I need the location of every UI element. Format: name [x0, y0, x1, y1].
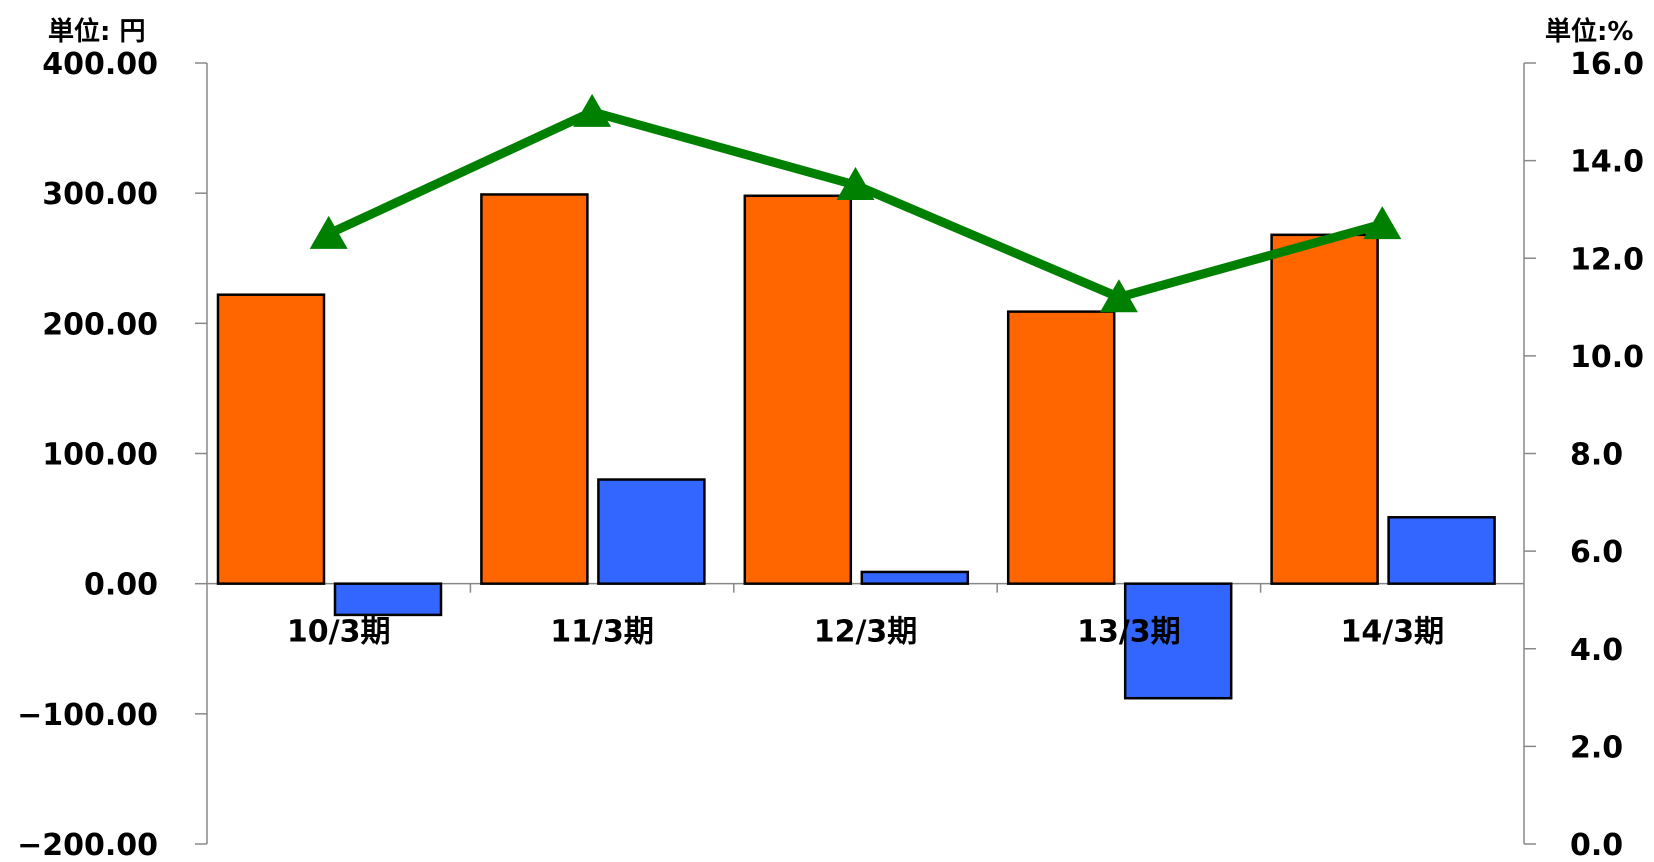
left-tick-label: 100.00 [42, 438, 158, 473]
right-tick-label: 2.0 [1570, 730, 1623, 765]
right-tick-label: 6.0 [1570, 535, 1623, 570]
bar-series2-1 [333, 582, 443, 617]
line-marker-2 [573, 93, 612, 127]
line-marker-3 [836, 167, 875, 201]
left-tick-label: 200.00 [42, 307, 158, 342]
bar-series2-5 [1387, 516, 1496, 585]
category-label: 11/3期 [550, 615, 654, 650]
right-tick-label: 10.0 [1570, 340, 1644, 375]
bar-series1-2 [480, 193, 589, 585]
bar-series2-3 [860, 570, 970, 585]
right-axis-unit: 単位:% [1545, 16, 1633, 47]
line-marker-5 [1363, 206, 1402, 240]
left-axis: 400.00 300.00 200.00 100.00 0.00 −100.00 −200.… [17, 47, 208, 862]
right-tick-label: 14.0 [1570, 145, 1644, 180]
left-tick-label: −200.00 [17, 828, 158, 862]
left-tick-label: 300.00 [42, 177, 158, 212]
bar-series1-5 [1270, 233, 1379, 585]
bar-series1-4 [1006, 310, 1116, 585]
right-tick-label: 4.0 [1570, 633, 1623, 668]
left-axis-unit: 単位: 円 [48, 16, 145, 47]
right-tick-label: 16.0 [1570, 47, 1644, 82]
left-tick-label: 0.00 [84, 568, 158, 603]
bar-series [216, 193, 1496, 700]
line-marker-1 [309, 215, 348, 249]
category-label: 14/3期 [1341, 615, 1445, 650]
right-tick-label: 12.0 [1570, 242, 1644, 277]
line-marker-4 [1099, 279, 1138, 313]
category-label: 13/3期 [1077, 615, 1181, 650]
bar-series1-3 [743, 194, 853, 585]
right-tick-label: 8.0 [1570, 438, 1623, 473]
line-series [309, 93, 1402, 313]
right-tick-label: 0.0 [1570, 828, 1623, 862]
category-labels: 10/3期 11/3期 12/3期 13/3期 14/3期 [287, 615, 1444, 650]
bar-series2-4 [1123, 582, 1233, 700]
bar-series1-1 [216, 293, 326, 585]
bar-series2-2 [597, 478, 706, 585]
left-tick-label: −100.00 [17, 698, 158, 733]
category-label: 12/3期 [814, 615, 918, 650]
left-tick-label: 400.00 [42, 47, 158, 82]
right-axis: 16.0 14.0 12.0 10.0 8.0 6.0 4.0 2.0 0.0 [1523, 47, 1644, 862]
category-label: 10/3期 [287, 615, 391, 650]
